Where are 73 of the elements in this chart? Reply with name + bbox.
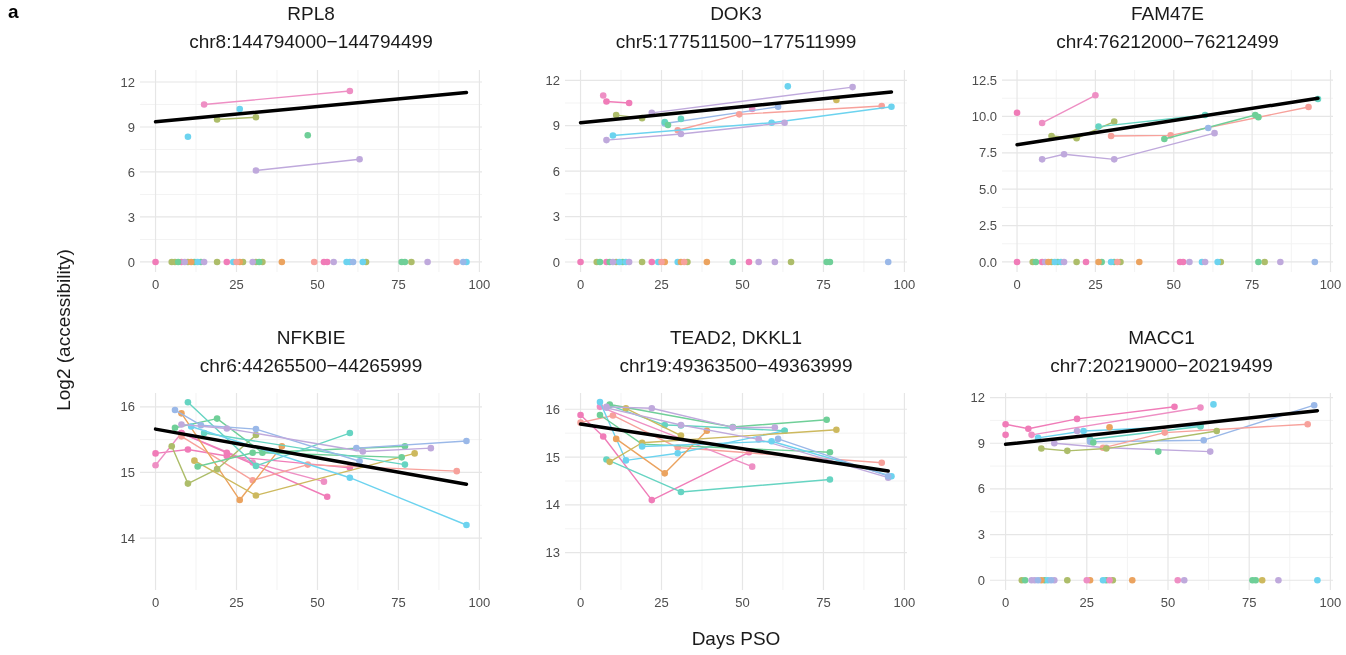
y-tick-label: 13	[545, 545, 560, 561]
x-tick-label: 75	[816, 277, 831, 292]
y-tick-label: 15	[545, 449, 560, 465]
x-tick-label: 75	[391, 277, 406, 292]
y-tick-label: 7.5	[978, 145, 997, 161]
y-tick-label: 14	[545, 497, 560, 513]
y-tick-label: 3	[977, 527, 985, 543]
y-axis-title: Log2 (accessibility)	[53, 249, 74, 411]
chart-subtitle: chr5:177511500−177511999	[615, 31, 857, 52]
x-tick-label: 100	[468, 595, 491, 610]
y-tick-label: 9	[552, 118, 560, 134]
y-tick-label: 0	[552, 254, 560, 270]
chart-subtitle: chr4:76212000−76212499	[1056, 31, 1279, 52]
y-tick-label: 0.0	[978, 254, 997, 270]
y-tick-label: 15	[120, 465, 135, 481]
y-tick-label: 6	[552, 163, 560, 179]
y-tick-label: 12	[120, 74, 135, 90]
y-tick-label: 5.0	[978, 181, 997, 197]
x-tick-label: 25	[229, 277, 244, 292]
y-tick-label: 3	[552, 209, 560, 225]
x-tick-label: 50	[735, 595, 750, 610]
y-tick-label: 16	[545, 401, 560, 417]
x-tick-label: 0	[1013, 277, 1021, 292]
x-tick-label: 100	[893, 277, 916, 292]
chart-title: FAM47E	[1131, 3, 1204, 24]
x-tick-label: 0	[151, 277, 160, 292]
y-tick-label: 6	[127, 164, 135, 180]
x-tick-label: 100	[893, 595, 916, 610]
y-tick-label: 10.0	[971, 108, 997, 124]
x-tick-label: 0	[576, 595, 585, 610]
y-tick-label: 12.5	[971, 72, 997, 88]
y-tick-label: 0	[127, 254, 135, 270]
x-tick-label: 25	[229, 595, 244, 610]
x-tick-label: 50	[310, 595, 325, 610]
x-tick-label: 75	[1244, 277, 1260, 292]
chart-subtitle: chr7:20219000−20219499	[1050, 355, 1273, 376]
x-tick-label: 50	[310, 277, 325, 292]
chart-subtitle: chr8:144794000−144794499	[189, 31, 433, 52]
y-tick-label: 6	[977, 481, 985, 497]
y-tick-label: 9	[977, 435, 985, 451]
x-tick-label: 75	[1241, 595, 1257, 610]
y-tick-label: 2.5	[978, 218, 997, 234]
x-tick-label: 50	[1160, 595, 1176, 610]
x-tick-label: 25	[654, 277, 669, 292]
y-tick-label: 12	[545, 72, 560, 88]
y-tick-label: 9	[127, 119, 135, 135]
y-tick-label: 12	[970, 390, 985, 406]
x-tick-label: 50	[735, 277, 750, 292]
y-tick-label: 16	[120, 399, 135, 415]
x-tick-label: 0	[1001, 595, 1010, 610]
x-tick-label: 75	[816, 595, 831, 610]
y-tick-label: 3	[127, 209, 135, 225]
x-tick-label: 75	[391, 595, 406, 610]
x-tick-label: 25	[1088, 277, 1103, 292]
x-tick-label: 100	[468, 277, 491, 292]
x-axis-title: Days PSO	[691, 628, 781, 649]
x-tick-label: 50	[1166, 277, 1181, 292]
x-tick-label: 100	[1319, 277, 1342, 292]
chart-title: RPL8	[287, 3, 335, 24]
x-tick-label: 25	[1079, 595, 1095, 610]
chart-title: NFKBIE	[276, 327, 346, 348]
chart-title: DOK3	[710, 3, 762, 24]
x-tick-label: 25	[654, 595, 669, 610]
chart-subtitle: chr19:49363500−49363999	[619, 355, 853, 376]
text: a	[8, 1, 19, 22]
x-tick-label: 100	[1319, 595, 1342, 610]
y-tick-label: 0	[977, 572, 985, 588]
x-tick-label: 0	[576, 277, 585, 292]
chart-title: MACC1	[1128, 327, 1195, 348]
chart-title: TEAD2, DKKL1	[670, 327, 802, 348]
y-tick-label: 14	[120, 530, 135, 546]
chart-subtitle: chr6:44265500−44265999	[199, 355, 423, 376]
x-tick-label: 0	[151, 595, 160, 610]
